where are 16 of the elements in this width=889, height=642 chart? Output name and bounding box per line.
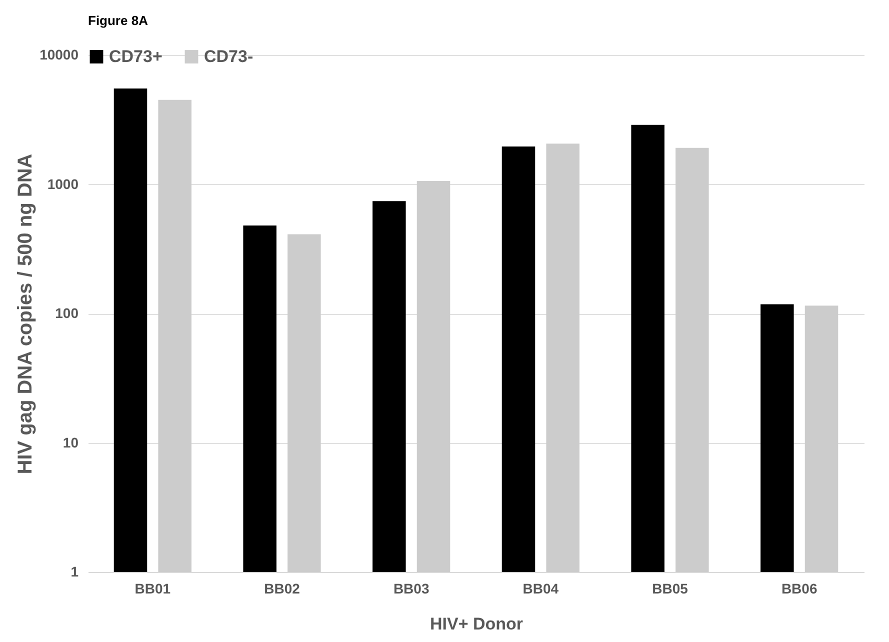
x-tick-label: BB01 [134,580,171,596]
chart-title: Figure 8A [88,13,149,28]
x-tick-label: BB03 [393,580,430,596]
x-tick-label: BB06 [781,580,818,596]
y-axis-title: HIV gag DNA copies / 500 ng DNA [14,154,37,474]
x-tick-label: BB02 [264,580,300,596]
legend-label: CD73+ [109,46,162,66]
x-axis-title: HIV+ Donor [430,614,524,634]
y-tick-label: 10000 [40,46,79,62]
legend-label: CD73- [204,46,254,66]
y-tick-label: 10 [62,434,79,450]
x-tick-label: BB04 [522,580,559,596]
y-tick-label: 1 [70,564,79,580]
y-tick-label: 100 [55,305,79,321]
x-tick-label: BB05 [652,580,688,596]
y-tick-label: 1000 [47,176,79,192]
